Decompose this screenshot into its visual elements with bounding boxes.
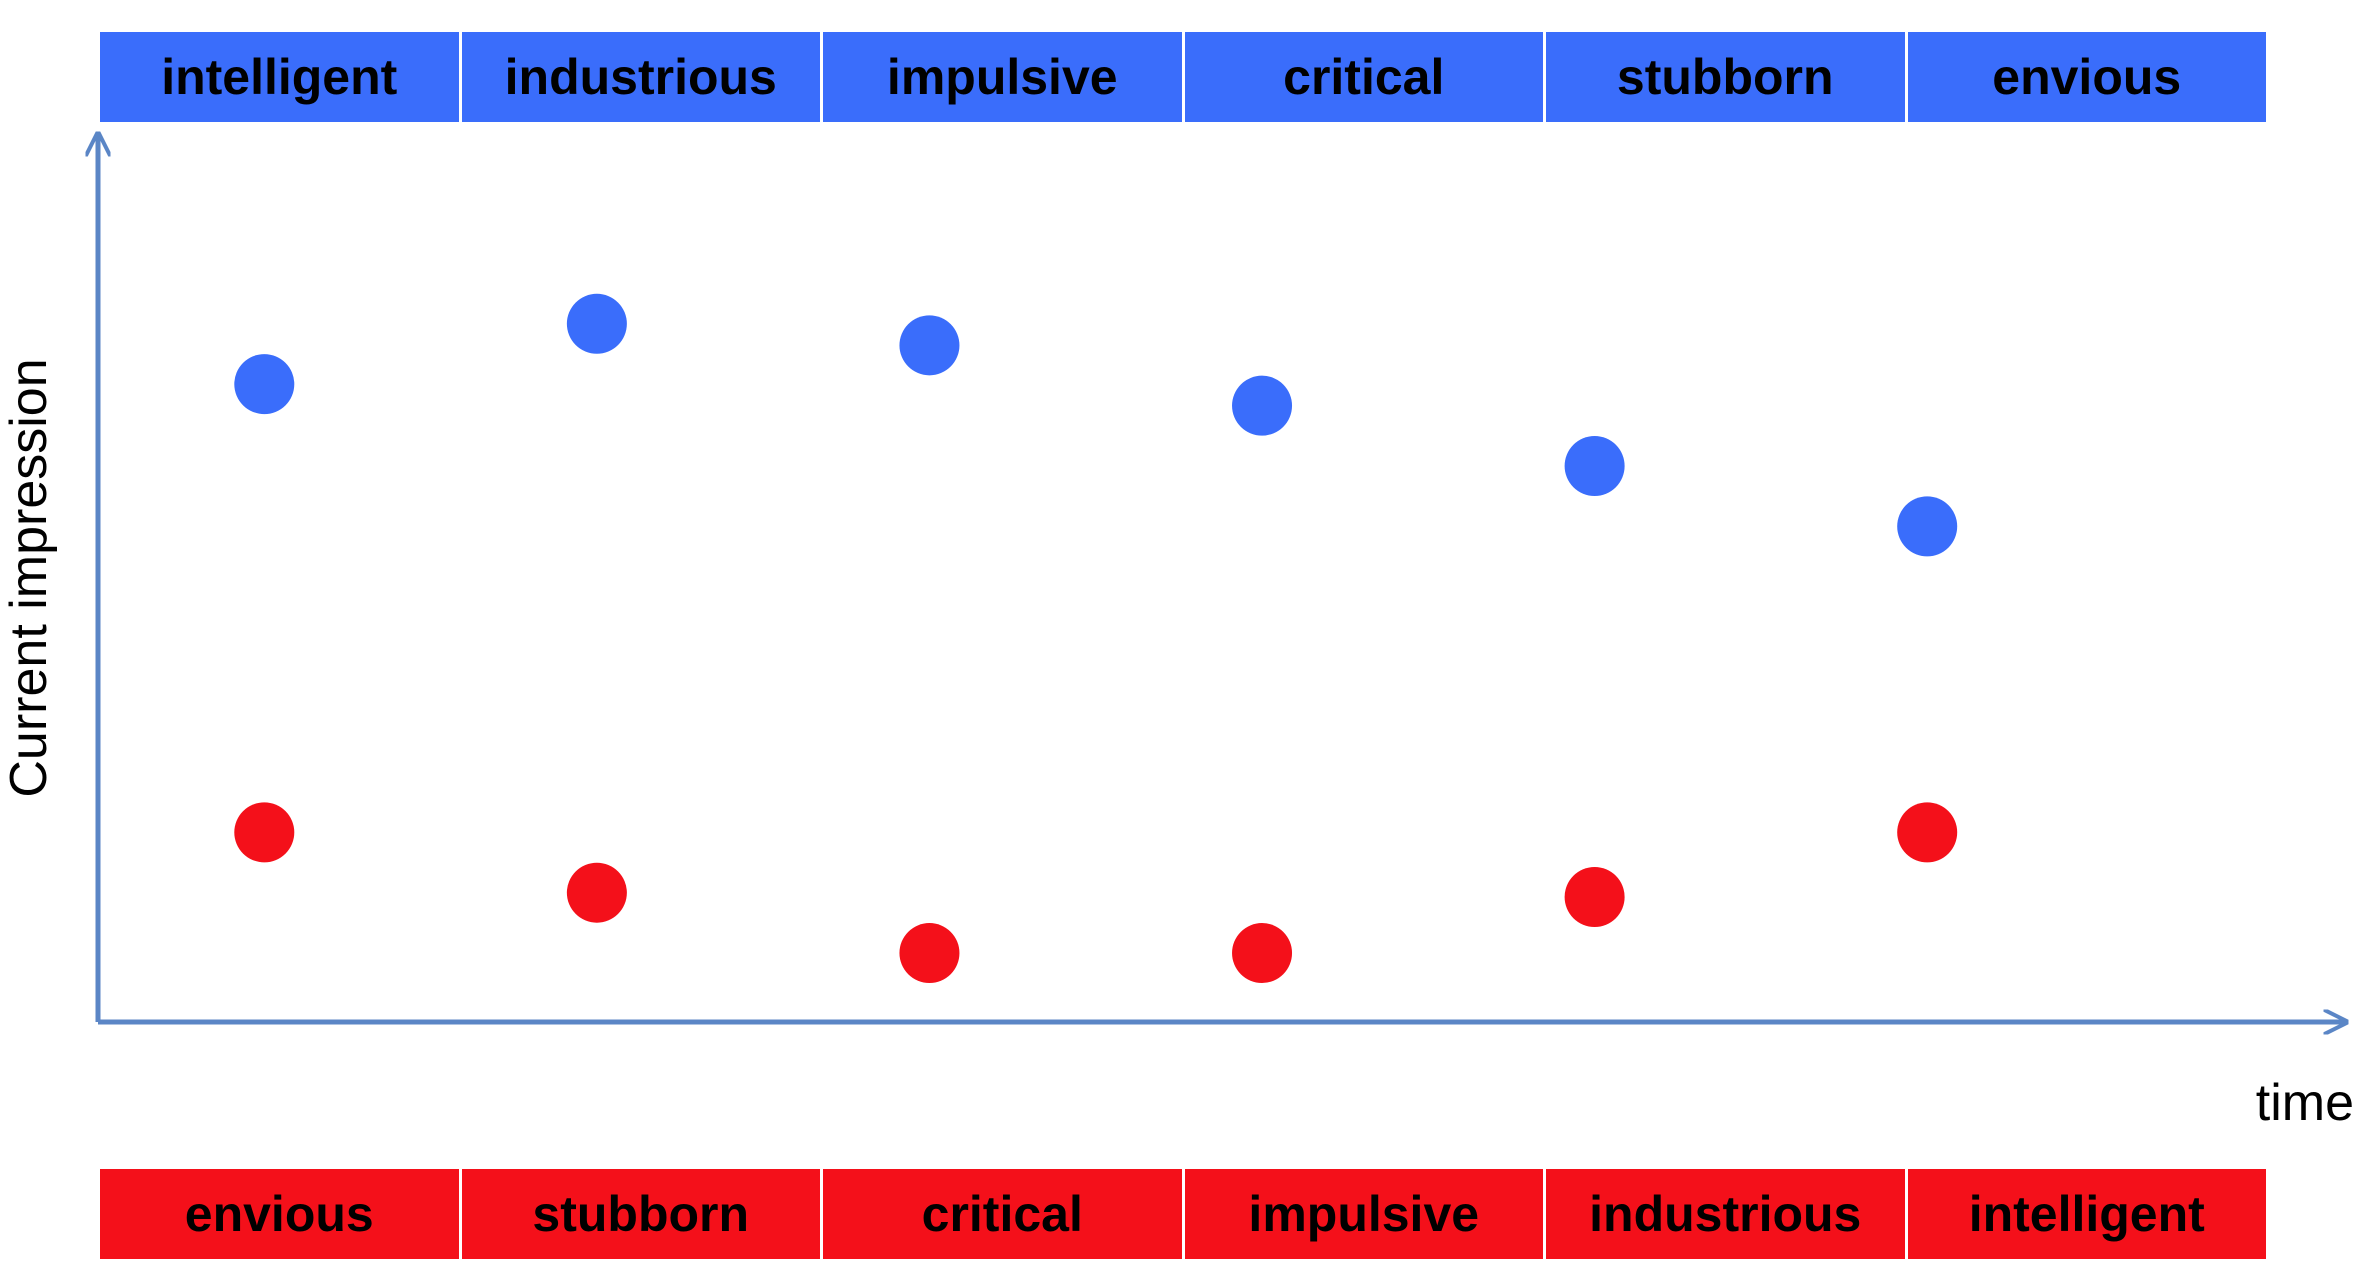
top-word-sequence: intelligent industrious impulsive critical s… bbox=[100, 32, 2266, 122]
red-point-1 bbox=[234, 802, 295, 863]
top-word-6: envious bbox=[1992, 49, 2182, 105]
blue-point-6 bbox=[1897, 496, 1958, 557]
bottom-word-1: envious bbox=[100, 1169, 462, 1259]
blue-point-1 bbox=[234, 354, 295, 415]
blue-point-2 bbox=[566, 293, 627, 354]
top-word-5: stubborn bbox=[1546, 32, 1908, 122]
red-point-3 bbox=[899, 923, 960, 984]
y-axis-label: Current impression bbox=[0, 358, 58, 797]
top-word-4: critical bbox=[1185, 32, 1546, 122]
x-axis-label: time bbox=[2256, 1074, 2354, 1132]
top-word-3: impulsive bbox=[823, 32, 1185, 122]
red-point-4 bbox=[1232, 923, 1293, 984]
top-word-1: intelligent bbox=[100, 32, 462, 122]
top-word-2: industrious bbox=[462, 32, 823, 122]
bottom-word-sequence: envious stubborn critical impulsive industri… bbox=[100, 1169, 2266, 1259]
bottom-word-2: stubborn bbox=[462, 1169, 823, 1259]
blue-point-3 bbox=[899, 315, 960, 376]
bottom-word-6: intelligent bbox=[1968, 1186, 2205, 1242]
blue-point-5 bbox=[1564, 436, 1625, 497]
red-point-6 bbox=[1897, 802, 1958, 863]
blue-point-4 bbox=[1232, 375, 1293, 436]
bottom-word-5: industrious bbox=[1546, 1169, 1908, 1259]
bottom-word-4: impulsive bbox=[1185, 1169, 1546, 1259]
bottom-word-3: critical bbox=[823, 1169, 1185, 1259]
data-points bbox=[234, 293, 1958, 984]
red-point-5 bbox=[1564, 867, 1625, 928]
red-point-2 bbox=[566, 862, 627, 923]
